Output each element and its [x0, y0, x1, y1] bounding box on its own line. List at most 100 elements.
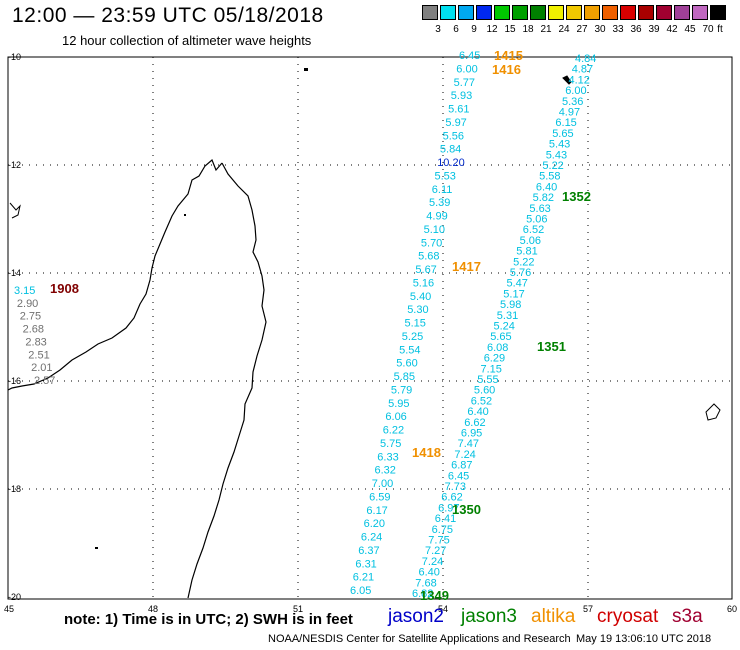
cryosat-swh-reading: 2.90	[17, 298, 38, 310]
jason3-swh-reading: 5.31	[497, 310, 518, 322]
jason3-swh-reading: 6.40	[536, 181, 557, 193]
legend-jason2: jason2	[388, 606, 444, 627]
map-subtitle: 12 hour collection of altimeter wave hei…	[62, 33, 312, 48]
coast-islet	[9, 202, 21, 219]
altika-swh-reading: 6.21	[353, 572, 374, 584]
pass-time-jason3: 1350	[452, 502, 481, 517]
lat-label: -14	[8, 268, 21, 278]
scale-swatch	[692, 5, 708, 20]
wave-height-readings: 6.456.005.775.935.615.975.565.8410.205.5…	[14, 50, 596, 600]
altika-swh-reading: 6.37	[358, 545, 379, 557]
jason3-swh-reading: 6.00	[565, 85, 586, 97]
scale-label: 18	[522, 24, 534, 35]
jason3-swh-reading: 6.52	[471, 395, 492, 407]
lon-label: 45	[4, 604, 14, 614]
generated-timestamp: May 19 13:06:10 UTC 2018	[576, 633, 712, 645]
scale-swatch	[584, 5, 600, 20]
altika-swh-reading: 7.00	[372, 478, 393, 490]
scale-unit: ft	[717, 24, 723, 35]
altika-swh-reading: 6.22	[383, 425, 404, 437]
jason3-swh-reading: 6.40	[467, 406, 488, 418]
lon-labels: 45 48 51 54 57 60	[4, 604, 737, 614]
map-frame	[7, 56, 733, 600]
scale-swatch	[440, 5, 456, 20]
lon-label: 48	[148, 604, 158, 614]
jason3-swh-reading: 5.43	[546, 149, 567, 161]
jason3-swh-reading: 7.27	[425, 545, 446, 557]
altika-swh-reading: 6.31	[355, 558, 376, 570]
altika-swh-reading: 4.99	[426, 211, 447, 223]
altika-swh-reading: 6.24	[361, 532, 382, 544]
altika-swh-reading: 5.79	[391, 384, 412, 396]
altika-swh-reading: 5.97	[445, 117, 466, 129]
scale-label: 45	[684, 24, 696, 35]
jason3-swh-reading: 5.24	[494, 321, 515, 333]
altika-swh-reading: 5.54	[399, 344, 420, 356]
jason3-swh-reading: 6.40	[419, 567, 440, 579]
altika-swh-reading: 6.05	[350, 585, 371, 597]
jason3-swh-reading: 5.55	[477, 374, 498, 386]
scale-label: 15	[504, 24, 516, 35]
jason3-swh-reading: 6.87	[451, 460, 472, 472]
scale-label: 27	[576, 24, 588, 35]
altika-swh-reading: 5.75	[380, 438, 401, 450]
scale-swatch	[674, 5, 690, 20]
jason3-swh-reading: 5.76	[510, 267, 531, 279]
legend-s3a: s3a	[672, 606, 703, 627]
jason3-swh-reading: 5.36	[562, 96, 583, 108]
scale-swatch	[566, 5, 582, 20]
scale-swatch	[656, 5, 672, 20]
jason3-swh-reading: 5.65	[490, 331, 511, 343]
pass-time-jason3: 1351	[537, 339, 566, 354]
scale-label: 42	[666, 24, 678, 35]
pass-time-altika: 1418	[412, 445, 441, 460]
jason3-swh-reading: 7.75	[428, 535, 449, 547]
altika-swh-reading: 6.06	[385, 411, 406, 423]
jason3-swh-reading: 7.68	[415, 577, 436, 589]
pass-time-jason3: 1349	[420, 588, 449, 603]
jason3-swh-reading: 6.82	[412, 588, 433, 600]
scale-label: 12	[486, 24, 498, 35]
scale-label: 36	[630, 24, 642, 35]
pass-time-cryosat: 1908	[50, 281, 79, 296]
altika-swh-reading: 5.56	[443, 130, 464, 142]
jason3-swh-reading: 7.24	[422, 556, 443, 568]
jason3-swh-reading: 5.65	[552, 128, 573, 140]
cryosat-swh-reading: 3.15	[14, 285, 35, 297]
jason3-swh-reading: 6.97	[438, 502, 459, 514]
altika-swh-reading: 5.61	[448, 104, 469, 116]
legend-jason3: jason3	[461, 606, 517, 627]
altika-swh-reading: 6.59	[369, 491, 390, 503]
scale-swatch	[638, 5, 654, 20]
pass-time-altika: 1415	[494, 48, 523, 63]
jason3-swh-reading: 6.62	[441, 492, 462, 504]
altika-swh-reading: 5.15	[405, 318, 426, 330]
jason3-swh-reading: 7.47	[458, 438, 479, 450]
altika-swh-reading: 10.20	[437, 157, 465, 169]
lat-label: -18	[8, 484, 21, 494]
lon-label: 57	[583, 604, 593, 614]
jason3-swh-reading: 6.62	[464, 417, 485, 429]
jason3-swh-reading: 5.06	[526, 214, 547, 226]
scale-label: 21	[540, 24, 552, 35]
jason3-swh-reading: 7.24	[454, 449, 475, 461]
altika-swh-reading: 6.17	[366, 505, 387, 517]
legend-altika: altika	[531, 606, 576, 627]
cryosat-swh-reading: 2.75	[20, 311, 41, 323]
jason3-swh-reading: 6.29	[484, 353, 505, 365]
island-tromelin	[562, 75, 572, 85]
small-islands	[95, 68, 308, 549]
scale-label: 3	[435, 24, 441, 35]
island-reunion	[705, 403, 721, 421]
jason3-swh-reading: 4.87	[572, 64, 593, 76]
altika-swh-reading: 5.40	[410, 291, 431, 303]
altika-swh-reading: 6.33	[377, 451, 398, 463]
altika-swh-reading: 5.53	[435, 170, 456, 182]
cryosat-swh-reading: 2.01	[31, 362, 52, 374]
scale-swatch	[422, 5, 438, 20]
scale-label: 24	[558, 24, 570, 35]
scale-swatch	[512, 5, 528, 20]
scale-swatch	[710, 5, 726, 20]
cryosat-swh-reading: 2.57	[34, 375, 55, 387]
